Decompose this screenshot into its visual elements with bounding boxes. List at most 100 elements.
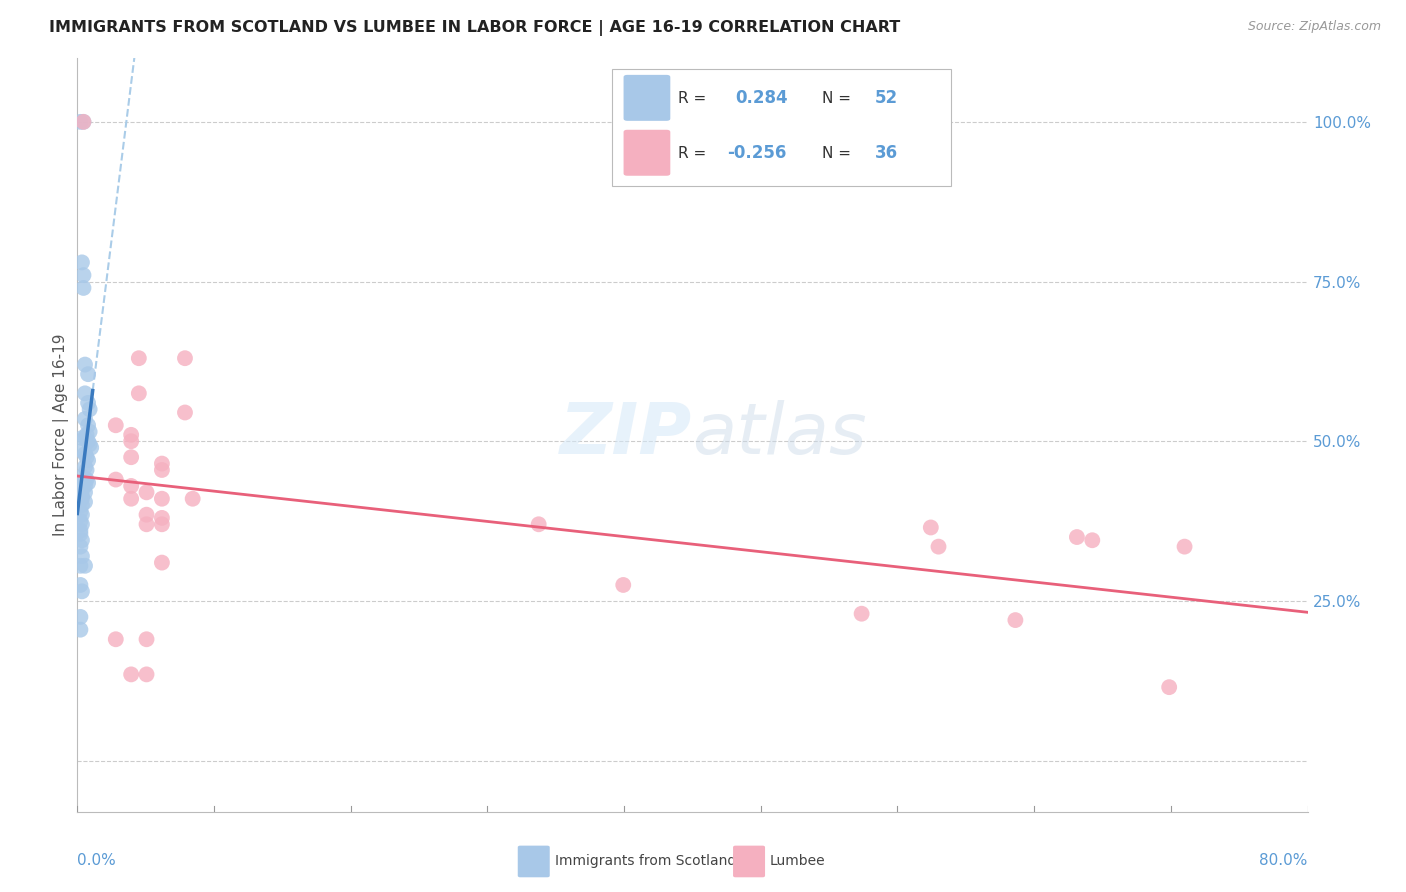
Point — [77, 367, 100, 381]
Point — [104, 473, 127, 487]
Point — [181, 491, 204, 506]
Point — [135, 517, 157, 532]
Point — [73, 485, 96, 500]
Point — [1066, 530, 1088, 544]
Point — [77, 434, 100, 449]
Point — [77, 475, 100, 490]
Text: 36: 36 — [875, 145, 897, 162]
Text: atlas: atlas — [693, 401, 868, 469]
Point — [70, 533, 93, 548]
Point — [70, 489, 93, 503]
Point — [150, 511, 173, 525]
Point — [73, 558, 96, 573]
Point — [77, 453, 100, 467]
Point — [1081, 533, 1104, 548]
Point — [70, 482, 93, 496]
Point — [135, 667, 157, 681]
Text: R =: R = — [678, 91, 706, 106]
Point — [70, 491, 93, 506]
Point — [69, 558, 91, 573]
Y-axis label: In Labor Force | Age 16-19: In Labor Force | Age 16-19 — [53, 334, 69, 536]
Point — [135, 508, 157, 522]
Text: R =: R = — [678, 145, 706, 161]
Point — [120, 667, 142, 681]
Point — [104, 418, 127, 433]
Text: Source: ZipAtlas.com: Source: ZipAtlas.com — [1247, 20, 1381, 33]
Point — [70, 479, 93, 493]
Point — [73, 479, 96, 493]
Point — [79, 437, 101, 451]
Point — [72, 115, 94, 129]
Point — [80, 441, 103, 455]
Point — [128, 386, 150, 401]
FancyBboxPatch shape — [733, 846, 765, 878]
Text: N =: N = — [821, 145, 851, 161]
Point — [150, 463, 173, 477]
Point — [69, 526, 91, 541]
Point — [73, 447, 96, 461]
Point — [135, 485, 157, 500]
Point — [73, 459, 96, 474]
Point — [73, 358, 96, 372]
Point — [70, 498, 93, 512]
Point — [120, 450, 142, 465]
Point — [104, 632, 127, 647]
Point — [70, 431, 93, 445]
Text: Lumbee: Lumbee — [770, 854, 825, 868]
Text: 80.0%: 80.0% — [1260, 853, 1308, 868]
Point — [70, 443, 93, 458]
Point — [150, 491, 173, 506]
Point — [69, 524, 91, 538]
Point — [76, 450, 98, 465]
Point — [72, 268, 94, 282]
Point — [73, 386, 96, 401]
Point — [920, 520, 942, 534]
FancyBboxPatch shape — [624, 75, 671, 120]
Point — [69, 540, 91, 554]
Point — [174, 405, 197, 419]
Point — [70, 255, 93, 269]
Point — [69, 115, 91, 129]
Point — [76, 473, 98, 487]
Text: N =: N = — [821, 91, 851, 106]
Point — [120, 434, 142, 449]
Point — [73, 473, 96, 487]
Text: ZIP: ZIP — [560, 401, 693, 469]
FancyBboxPatch shape — [624, 129, 671, 176]
Point — [73, 495, 96, 509]
Point — [174, 351, 197, 366]
Point — [135, 632, 157, 647]
Point — [150, 556, 173, 570]
Text: 0.0%: 0.0% — [77, 853, 117, 868]
Point — [1004, 613, 1026, 627]
Point — [79, 425, 101, 439]
Point — [1159, 680, 1181, 694]
Point — [70, 584, 93, 599]
Point — [73, 412, 96, 426]
Point — [120, 479, 142, 493]
Point — [150, 457, 173, 471]
Point — [128, 351, 150, 366]
Point — [70, 549, 93, 564]
Point — [73, 431, 96, 445]
Point — [120, 428, 142, 442]
Point — [851, 607, 873, 621]
Point — [150, 517, 173, 532]
Point — [69, 578, 91, 592]
Point — [72, 115, 94, 129]
Text: Immigrants from Scotland: Immigrants from Scotland — [555, 854, 735, 868]
Point — [77, 418, 100, 433]
Point — [77, 396, 100, 410]
Point — [69, 610, 91, 624]
Point — [76, 463, 98, 477]
Text: IMMIGRANTS FROM SCOTLAND VS LUMBEE IN LABOR FORCE | AGE 16-19 CORRELATION CHART: IMMIGRANTS FROM SCOTLAND VS LUMBEE IN LA… — [49, 20, 900, 36]
Point — [612, 578, 634, 592]
FancyBboxPatch shape — [613, 70, 950, 186]
Point — [76, 428, 98, 442]
Point — [70, 469, 93, 483]
Point — [70, 508, 93, 522]
Point — [120, 491, 142, 506]
Point — [1174, 540, 1197, 554]
Point — [69, 504, 91, 518]
Point — [527, 517, 550, 532]
